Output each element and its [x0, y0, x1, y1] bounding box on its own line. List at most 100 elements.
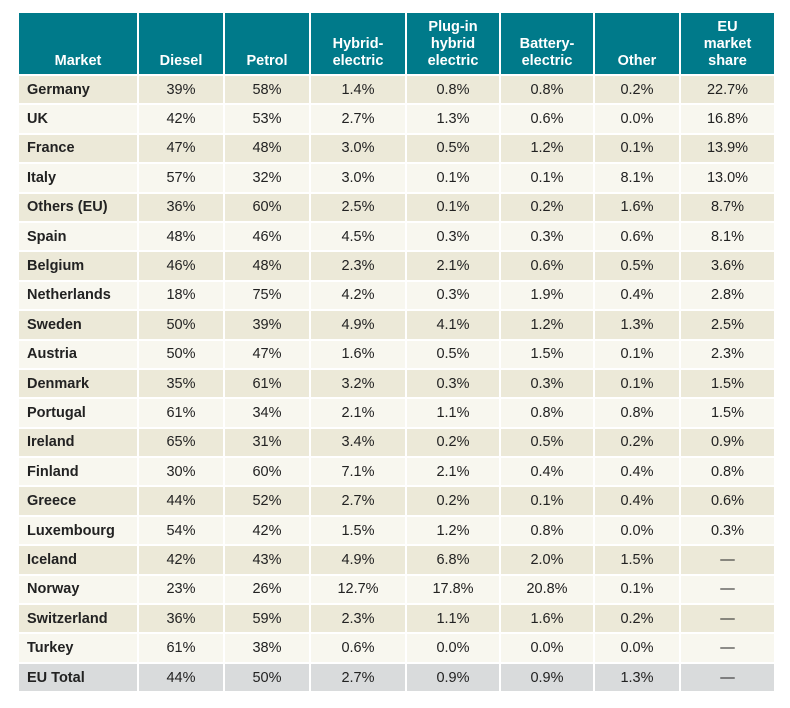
value-cell-battery-electric: 20.8% [501, 575, 593, 604]
column-header-line: Market [54, 53, 102, 69]
value-cell-plug-in-hybrid-electric: 6.8% [407, 546, 499, 574]
value-cell-diesel: 36% [139, 605, 223, 633]
market-cell: Portugal [19, 399, 137, 427]
table-row: Sweden 50% 39% 4.9% 4.1% 1.2% 1.3% 2.5% [19, 311, 774, 339]
column-header-plug-in-hybrid-electric: Plug-in hybrid electric [407, 13, 499, 74]
table-row: Finland 30% 60% 7.1% 2.1% 0.4% 0.4% 0.8% [19, 458, 774, 486]
value-cell-plug-in-hybrid-electric: 0.2% [407, 428, 499, 457]
value-cell-plug-in-hybrid-electric: 0.1% [407, 193, 499, 221]
value-cell-battery-electric: 0.6% [501, 105, 593, 133]
table-row: France 47% 48% 3.0% 0.5% 1.2% 0.1% 13.9% [19, 134, 774, 163]
table-row: Denmark 35% 61% 3.2% 0.3% 0.3% 0.1% 1.5% [19, 369, 774, 398]
market-cell: Belgium [19, 252, 137, 280]
value-cell-diesel: 48% [139, 222, 223, 251]
value-cell-other: 0.2% [595, 428, 679, 457]
value-cell-other: 0.2% [595, 76, 679, 104]
value-cell-petrol: 52% [225, 487, 309, 515]
value-cell-eu-market-share: 2.8% [681, 281, 774, 310]
value-cell-plug-in-hybrid-electric: 0.3% [407, 281, 499, 310]
value-cell-plug-in-hybrid-electric: 0.5% [407, 134, 499, 163]
value-cell-plug-in-hybrid-electric: 0.9% [407, 663, 499, 692]
column-header-market: Market [19, 13, 137, 74]
table-row: Belgium 46% 48% 2.3% 2.1% 0.6% 0.5% 3.6% [19, 252, 774, 280]
value-cell-plug-in-hybrid-electric: 2.1% [407, 252, 499, 280]
value-cell-petrol: 58% [225, 76, 309, 104]
value-cell-plug-in-hybrid-electric: 0.3% [407, 369, 499, 398]
column-header-line: hybrid [430, 36, 476, 52]
value-cell-diesel: 36% [139, 193, 223, 221]
value-cell-eu-market-share: 0.6% [681, 487, 774, 515]
value-cell-petrol: 59% [225, 605, 309, 633]
value-cell-other: 0.1% [595, 340, 679, 368]
value-cell-battery-electric: 0.1% [501, 487, 593, 515]
value-cell-diesel: 47% [139, 134, 223, 163]
value-cell-other: 0.1% [595, 575, 679, 604]
value-cell-battery-electric: 1.5% [501, 340, 593, 368]
table-row: Italy 57% 32% 3.0% 0.1% 0.1% 8.1% 13.0% [19, 164, 774, 192]
value-cell-petrol: 34% [225, 399, 309, 427]
market-cell: EU Total [19, 663, 137, 692]
value-cell-hybrid-electric: 3.4% [311, 428, 405, 457]
value-cell-battery-electric: 2.0% [501, 546, 593, 574]
table-row: Norway 23% 26% 12.7% 17.8% 20.8% 0.1% — [19, 575, 774, 604]
value-cell-eu-market-share: 8.1% [681, 222, 774, 251]
column-header-line: electric [521, 53, 573, 69]
value-cell-battery-electric: 0.9% [501, 663, 593, 692]
value-cell-plug-in-hybrid-electric: 1.1% [407, 399, 499, 427]
table-row: UK 42% 53% 2.7% 1.3% 0.6% 0.0% 16.8% [19, 105, 774, 133]
value-cell-hybrid-electric: 3.2% [311, 369, 405, 398]
value-cell-plug-in-hybrid-electric: 2.1% [407, 458, 499, 486]
table-row: Others (EU) 36% 60% 2.5% 0.1% 0.2% 1.6% 8.7% [19, 193, 774, 221]
value-cell-eu-market-share: 2.3% [681, 340, 774, 368]
value-cell-hybrid-electric: 1.4% [311, 76, 405, 104]
value-cell-diesel: 30% [139, 458, 223, 486]
column-header-line: Diesel [159, 53, 203, 69]
value-cell-battery-electric: 0.8% [501, 399, 593, 427]
value-cell-diesel: 61% [139, 634, 223, 662]
value-cell-petrol: 61% [225, 369, 309, 398]
value-cell-petrol: 75% [225, 281, 309, 310]
value-cell-hybrid-electric: 12.7% [311, 575, 405, 604]
value-cell-eu-market-share: — [681, 546, 774, 574]
value-cell-hybrid-electric: 2.3% [311, 252, 405, 280]
value-cell-petrol: 38% [225, 634, 309, 662]
column-header-line: Petrol [246, 53, 288, 69]
value-cell-other: 1.5% [595, 546, 679, 574]
value-cell-battery-electric: 0.1% [501, 164, 593, 192]
value-cell-petrol: 60% [225, 193, 309, 221]
value-cell-eu-market-share: 13.0% [681, 164, 774, 192]
value-cell-eu-market-share: 0.3% [681, 516, 774, 545]
value-cell-diesel: 42% [139, 105, 223, 133]
column-header-line: electric [427, 53, 479, 69]
market-cell: Denmark [19, 369, 137, 398]
column-header-line: market [703, 36, 752, 52]
market-cell: Italy [19, 164, 137, 192]
value-cell-other: 0.0% [595, 516, 679, 545]
column-header-line: share [708, 53, 747, 69]
value-cell-other: 0.5% [595, 252, 679, 280]
market-cell: France [19, 134, 137, 163]
value-cell-battery-electric: 0.4% [501, 458, 593, 486]
value-cell-other: 0.0% [595, 105, 679, 133]
value-cell-hybrid-electric: 7.1% [311, 458, 405, 486]
value-cell-hybrid-electric: 4.9% [311, 546, 405, 574]
value-cell-battery-electric: 1.6% [501, 605, 593, 633]
value-cell-hybrid-electric: 2.5% [311, 193, 405, 221]
value-cell-diesel: 50% [139, 311, 223, 339]
value-cell-hybrid-electric: 4.2% [311, 281, 405, 310]
value-cell-plug-in-hybrid-electric: 1.2% [407, 516, 499, 545]
value-cell-eu-market-share: 0.8% [681, 458, 774, 486]
column-header-line: Battery- [519, 36, 575, 52]
market-cell: UK [19, 105, 137, 133]
value-cell-eu-market-share: 1.5% [681, 369, 774, 398]
value-cell-diesel: 44% [139, 487, 223, 515]
value-cell-eu-market-share: — [681, 663, 774, 692]
value-cell-eu-market-share: — [681, 634, 774, 662]
market-cell: Others (EU) [19, 193, 137, 221]
value-cell-eu-market-share: 13.9% [681, 134, 774, 163]
value-cell-eu-market-share: 1.5% [681, 399, 774, 427]
column-header-diesel: Diesel [139, 13, 223, 74]
value-cell-battery-electric: 0.3% [501, 369, 593, 398]
value-cell-plug-in-hybrid-electric: 0.1% [407, 164, 499, 192]
